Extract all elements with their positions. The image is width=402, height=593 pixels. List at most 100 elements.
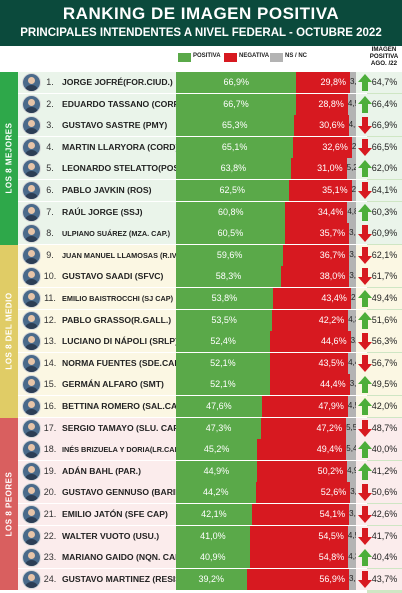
arrow-down-shape bbox=[358, 354, 372, 372]
arrow-down-shape bbox=[358, 527, 372, 545]
header: RANKING DE IMAGEN POSITIVA PRINCIPALES I… bbox=[0, 0, 402, 46]
avatar bbox=[22, 116, 41, 136]
value-ns-nc: 4,9 bbox=[347, 465, 356, 475]
value-negativa: 35,7% bbox=[319, 228, 346, 239]
arrow-down-icon bbox=[358, 333, 372, 351]
prev-value: 66,5% bbox=[371, 141, 398, 152]
avatar bbox=[22, 526, 41, 546]
mayor-name: EDUARDO TASSANO (CORR) bbox=[62, 98, 183, 109]
value-negativa: 47,2% bbox=[316, 422, 343, 433]
value-positiva: 66,9% bbox=[223, 77, 249, 87]
chart-title: RANKING DE IMAGEN POSITIVA bbox=[62, 4, 340, 23]
value-positiva: 52,1% bbox=[210, 357, 236, 368]
bar-ns-nc: 4,8 bbox=[347, 201, 356, 223]
bar-positiva: 52,1% bbox=[176, 374, 270, 396]
avatar-head bbox=[28, 357, 35, 365]
avatar bbox=[22, 94, 41, 114]
table-row: 11. EMILIO BAISTROCCHI (SJ CAP) 53,8% 43,4%… bbox=[18, 288, 402, 309]
value-negativa: 56,9% bbox=[319, 573, 345, 584]
value-ns-nc: 3,0 bbox=[350, 336, 356, 346]
mayor-name: ADÁN BAHL (PAR.) bbox=[62, 465, 141, 476]
group-label-peores: LOS 8 PEORES bbox=[4, 471, 14, 537]
bar-ns-nc: 4,3 bbox=[348, 547, 356, 569]
avatar-body bbox=[25, 581, 38, 588]
arrow-down-icon bbox=[358, 419, 372, 437]
bar-negativa: 36,7% bbox=[283, 244, 350, 266]
avatar-body bbox=[25, 214, 38, 221]
table-row: 23. MARIANO GAIDO (NQN. CAP.) 40,9% 54,8% 4,… bbox=[18, 547, 402, 569]
rank-number: 5. bbox=[46, 163, 54, 174]
value-negativa: 52,6% bbox=[320, 487, 347, 498]
prev-value: 50,6% bbox=[371, 487, 398, 498]
bar-positiva: 59,6% bbox=[176, 244, 284, 266]
bar-negativa: 43,5% bbox=[269, 352, 349, 374]
mayor-name: GERMÁN ALFARO (SMT) bbox=[62, 379, 164, 390]
bar-positiva: 66,7% bbox=[176, 93, 297, 115]
avatar-body bbox=[25, 473, 38, 480]
avatar-body bbox=[25, 236, 38, 243]
value-negativa: 44,4% bbox=[320, 379, 346, 390]
mayor-name: RAÚL JORGE (SSJ) bbox=[62, 206, 143, 217]
legend-label-negativa: NEGATIVA bbox=[239, 53, 270, 59]
avatar bbox=[22, 353, 41, 373]
mayor-name: EMILIO JATÓN (SFE CAP) bbox=[62, 509, 168, 519]
bar-positiva: 58,3% bbox=[176, 266, 281, 288]
arrow-down-shape bbox=[358, 333, 372, 351]
arrow-up-icon bbox=[358, 441, 372, 459]
mayor-name: MARIANO GAIDO (NQN. CAP.) bbox=[62, 552, 186, 563]
bar-negativa: 50,2% bbox=[256, 460, 348, 482]
value-positiva: 65,3% bbox=[222, 120, 248, 131]
value-positiva: 40,9% bbox=[200, 552, 226, 563]
avatar-head bbox=[28, 530, 35, 538]
value-positiva: 47,6% bbox=[206, 401, 232, 411]
value-negativa: 43,5% bbox=[318, 357, 345, 368]
value-negativa: 54,8% bbox=[318, 552, 345, 563]
bar-ns-nc: 4,5 bbox=[347, 93, 356, 115]
value-negativa: 31,0% bbox=[317, 163, 343, 174]
rank-number: 20. bbox=[43, 487, 57, 498]
prev-value: 48,7% bbox=[371, 422, 398, 433]
bar-positiva: 41,0% bbox=[176, 525, 250, 547]
value-ns-nc: 3,7 bbox=[349, 249, 356, 259]
bar-negativa: 56,9% bbox=[246, 568, 349, 590]
value-positiva: 53,5% bbox=[211, 314, 237, 325]
rank-number: 9. bbox=[46, 249, 54, 260]
prev-value: 42,0% bbox=[371, 401, 398, 411]
avatar-head bbox=[28, 487, 35, 495]
arrow-up-shape bbox=[358, 462, 372, 480]
table-row: 19. ADÁN BAHL (PAR.) 44,9% 50,2%4,9 41,2% bbox=[18, 460, 402, 482]
prev-value: 62,0% bbox=[371, 163, 398, 174]
value-negativa: 30,6% bbox=[319, 120, 345, 131]
rank-number: 4. bbox=[46, 141, 54, 152]
arrow-up-icon bbox=[358, 203, 372, 221]
mayor-name: PABLO JAVKIN (ROS) bbox=[62, 185, 152, 195]
bar-negativa: 38,0% bbox=[280, 266, 350, 288]
value-positiva: 47,3% bbox=[205, 422, 232, 433]
value-negativa: 50,2% bbox=[317, 465, 344, 476]
value-positiva: 65,1% bbox=[221, 141, 248, 152]
arrow-up-shape bbox=[358, 95, 372, 113]
avatar-head bbox=[28, 77, 35, 84]
bar-negativa: 30,6% bbox=[293, 115, 349, 137]
rank-number: 2. bbox=[46, 98, 54, 109]
avatar-body bbox=[25, 322, 38, 329]
bar-negativa: 47,2% bbox=[261, 417, 347, 439]
table-row: 22. WALTER VUOTO (USU.) 41,0% 54,5%4,5 41,7% bbox=[18, 525, 402, 547]
prev-value: 56,7% bbox=[371, 357, 398, 368]
table-row: 21. EMILIO JATÓN (SFE CAP) 42,1% 54,1%3,8 42… bbox=[18, 504, 402, 525]
arrow-up-icon bbox=[358, 290, 372, 307]
bar-negativa: 31,0% bbox=[290, 158, 347, 180]
arrow-down-shape bbox=[358, 182, 372, 199]
value-positiva: 58,3% bbox=[215, 271, 242, 282]
arrow-down-shape bbox=[358, 138, 372, 156]
arrow-up-shape bbox=[358, 311, 372, 329]
arrow-down-shape bbox=[358, 117, 372, 135]
bar-negativa: 35,7% bbox=[284, 223, 350, 245]
bar-positiva: 62,5% bbox=[176, 180, 289, 201]
bar-ns-nc: 5,5 bbox=[346, 417, 356, 439]
value-ns-nc: 4,1 bbox=[348, 120, 356, 130]
avatar-body bbox=[25, 149, 38, 156]
bar-positiva: 53,8% bbox=[176, 288, 273, 309]
value-ns-nc: 2,8 bbox=[350, 293, 356, 302]
bar-positiva: 52,1% bbox=[176, 352, 270, 374]
